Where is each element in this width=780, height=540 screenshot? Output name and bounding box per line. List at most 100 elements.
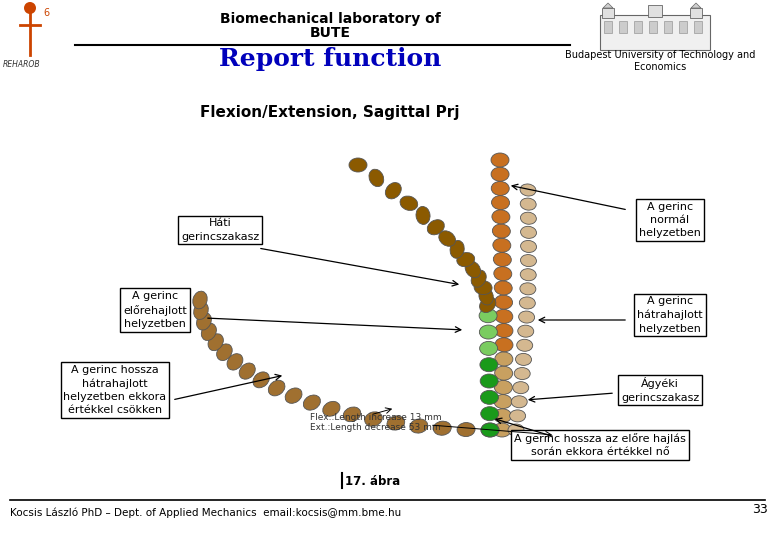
Ellipse shape [519,311,534,323]
Ellipse shape [492,224,510,238]
Ellipse shape [495,352,513,366]
Ellipse shape [365,412,382,426]
Text: Biomechanical laboratory of: Biomechanical laboratory of [220,12,441,26]
Ellipse shape [491,153,509,167]
Ellipse shape [480,357,498,372]
Ellipse shape [208,334,223,350]
Ellipse shape [427,220,445,235]
Ellipse shape [471,270,486,287]
Text: Flexion/Extension, Sagittal Prj: Flexion/Extension, Sagittal Prj [200,105,459,120]
Ellipse shape [268,380,285,396]
Ellipse shape [285,388,302,403]
Ellipse shape [387,416,405,430]
Text: Report function: Report function [219,47,441,71]
Ellipse shape [343,407,360,422]
Ellipse shape [492,210,510,224]
Ellipse shape [349,158,367,172]
Ellipse shape [520,212,537,224]
Ellipse shape [495,380,512,394]
Bar [602,8,614,18]
Ellipse shape [495,281,512,295]
Ellipse shape [369,169,384,187]
Ellipse shape [520,269,536,281]
Bar [619,21,627,33]
Ellipse shape [493,253,512,266]
Ellipse shape [495,309,512,323]
Ellipse shape [480,390,498,404]
Ellipse shape [201,323,216,341]
Ellipse shape [520,184,536,196]
Text: 6: 6 [43,8,49,18]
Polygon shape [603,3,613,8]
Ellipse shape [491,195,509,210]
Ellipse shape [494,395,512,409]
Text: Ágyéki
gerincszakasz: Ágyéki gerincszakasz [621,377,699,403]
Bar [634,21,642,33]
Ellipse shape [193,302,208,320]
Ellipse shape [520,198,536,210]
Ellipse shape [518,325,534,337]
Text: 17. ábra: 17. ábra [345,475,400,488]
Text: Flex.:Length increase 13 mm
Ext.:Length decrease 53 mm: Flex.:Length increase 13 mm Ext.:Length … [310,413,441,433]
Text: Budapest University of Technology and
Economics: Budapest University of Technology and Ec… [565,50,755,72]
Ellipse shape [516,353,531,366]
Ellipse shape [495,366,512,380]
Ellipse shape [480,296,496,313]
Ellipse shape [509,410,526,422]
Ellipse shape [480,341,498,355]
Ellipse shape [508,424,524,436]
Text: 33: 33 [752,503,768,516]
Ellipse shape [514,368,530,380]
Bar [679,21,687,33]
Ellipse shape [495,338,513,352]
Ellipse shape [491,167,509,181]
Ellipse shape [439,231,456,246]
Ellipse shape [520,283,536,295]
Ellipse shape [494,267,512,281]
Bar [690,8,702,18]
Ellipse shape [479,309,497,323]
Text: A gerinc
normál
helyzetben: A gerinc normál helyzetben [639,202,701,238]
Bar [604,21,612,33]
Ellipse shape [493,423,511,437]
Text: BUTE: BUTE [310,26,350,40]
Ellipse shape [519,297,535,309]
Ellipse shape [385,183,401,199]
Ellipse shape [511,396,527,408]
Ellipse shape [457,253,475,267]
Bar [664,21,672,33]
Ellipse shape [520,254,537,267]
Text: Kocsis László PhD – Dept. of Applied Mechanics  email:kocsis@mm.bme.hu: Kocsis László PhD – Dept. of Applied Mec… [10,508,401,518]
Ellipse shape [434,421,452,435]
Ellipse shape [253,372,269,388]
Ellipse shape [520,226,537,238]
Ellipse shape [480,325,498,339]
Ellipse shape [495,323,513,338]
Ellipse shape [197,313,211,330]
Text: A gerinc hossza
hátrahajlott
helyzetben ekkora
értékkel csökken: A gerinc hossza hátrahajlott helyzetben … [63,365,167,415]
Ellipse shape [416,206,430,225]
Text: A gerinc
hátrahajlott
helyzetben: A gerinc hátrahajlott helyzetben [637,296,703,334]
Ellipse shape [495,295,512,309]
Ellipse shape [410,419,427,433]
Ellipse shape [494,409,512,423]
Ellipse shape [520,240,537,253]
Ellipse shape [480,407,498,421]
Ellipse shape [493,238,511,252]
Ellipse shape [400,196,418,211]
Polygon shape [691,3,701,8]
Ellipse shape [323,401,340,416]
Bar [694,21,702,33]
Ellipse shape [227,354,243,370]
Text: REHAROB: REHAROB [3,60,41,69]
Bar [600,15,710,50]
Text: Háti
gerincszakasz: Háti gerincszakasz [181,218,259,241]
Text: A gerinc
előrehajlott
helyzetben: A gerinc előrehajlott helyzetben [123,291,187,329]
Ellipse shape [193,291,207,309]
Ellipse shape [480,374,498,388]
Text: A gerinc hossza az előre hajlás
során ekkora értékkel nő: A gerinc hossza az előre hajlás során ek… [514,433,686,457]
Ellipse shape [512,382,529,394]
Ellipse shape [491,181,509,195]
Ellipse shape [217,344,232,361]
Ellipse shape [516,339,533,352]
